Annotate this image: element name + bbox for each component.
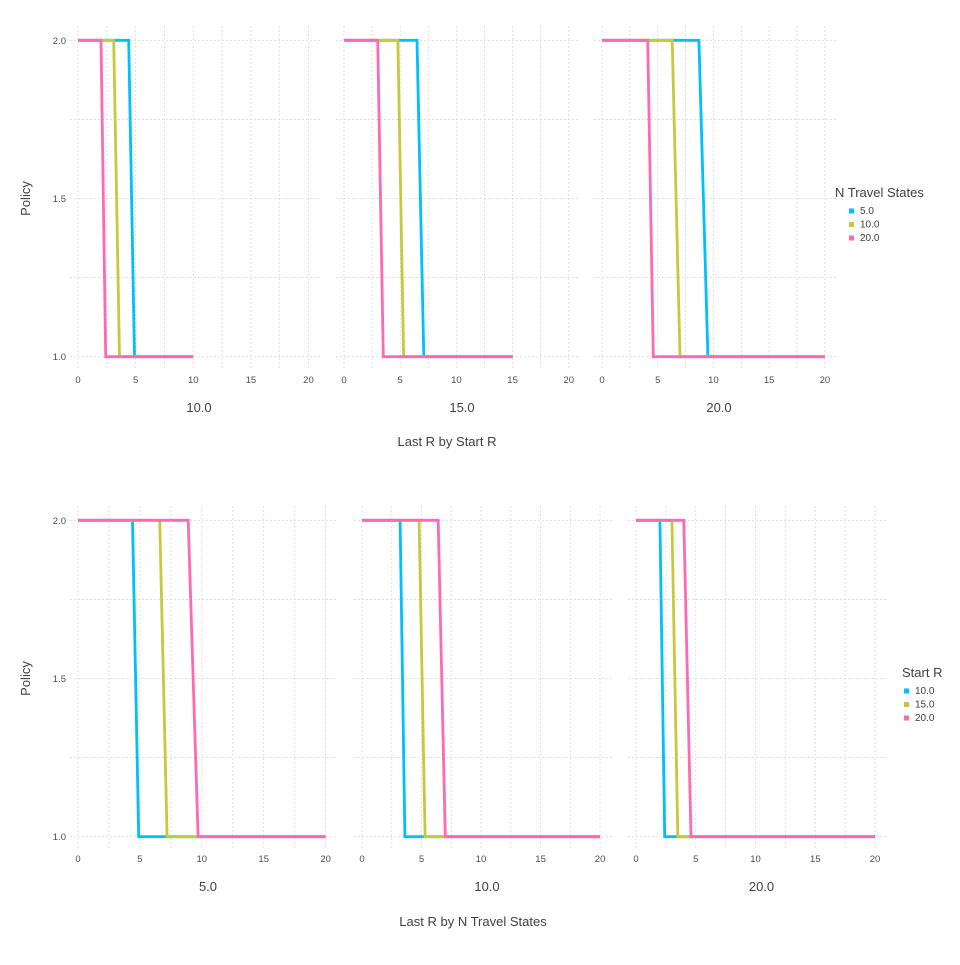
- facet-panel: 0 5 10 15 20 20.0: [628, 506, 887, 894]
- series-line-20-0: [344, 38, 513, 359]
- x-tick-label: 5: [419, 854, 424, 865]
- legend-label: 15.0: [915, 700, 935, 711]
- facet-panel: 0 5 10 15 20 20.0: [594, 26, 836, 415]
- legend-label: 20.0: [860, 233, 880, 244]
- facet-label: 10.0: [474, 879, 499, 894]
- facet-label: 20.0: [706, 400, 731, 415]
- x-tick-label: 0: [359, 854, 364, 865]
- x-tick-label: 5: [137, 854, 142, 865]
- grid: [628, 506, 887, 849]
- x-tick-label: 10: [750, 854, 761, 865]
- x-tick-label: 15: [246, 375, 257, 386]
- facet-panel: 0 5 10 15 20 10.0: [354, 506, 612, 894]
- series-line-20-0: [602, 38, 825, 359]
- x-tick-label: 20: [820, 375, 831, 386]
- y-axis-title: Policy: [18, 181, 33, 216]
- grid: [336, 26, 580, 369]
- y-tick-label: 2.0: [53, 516, 66, 527]
- facet-label: 15.0: [449, 400, 474, 415]
- y-axis-title: Policy: [18, 661, 33, 696]
- y-tick-label: 1.0: [53, 352, 66, 363]
- x-tick-label: 5: [398, 375, 403, 386]
- y-tick-label: 1.0: [53, 832, 66, 843]
- x-tick-label: 0: [599, 375, 604, 386]
- facet-label: 20.0: [749, 879, 774, 894]
- x-tick-label: 0: [341, 375, 346, 386]
- legend-swatch: [849, 208, 854, 214]
- x-tick-label: 10: [188, 375, 199, 386]
- x-tick-label: 5: [133, 375, 138, 386]
- x-tick-label: 0: [75, 375, 80, 386]
- legend-label: 20.0: [915, 713, 935, 724]
- legend-swatch: [904, 702, 909, 707]
- legend-label: 10.0: [860, 220, 880, 231]
- x-tick-label: 10: [476, 854, 487, 865]
- x-tick-label: 0: [633, 854, 638, 865]
- legend-label: 5.0: [860, 206, 874, 217]
- x-tick-label: 5: [655, 375, 660, 386]
- legend-title: Start R: [902, 665, 942, 680]
- y-tick-label: 1.5: [53, 674, 66, 685]
- legend-label: 10.0: [915, 686, 935, 697]
- grid: [70, 26, 320, 369]
- legend-swatch: [849, 222, 854, 227]
- x-tick-label: 10: [451, 375, 462, 386]
- series-line-20-0: [78, 38, 194, 359]
- facet-label: 10.0: [186, 400, 211, 415]
- legend: N Travel States 5.0 10.0 20.0: [835, 185, 924, 244]
- x-axis-title: Last R by N Travel States: [399, 914, 547, 929]
- legend-swatch: [904, 688, 909, 694]
- grid: [354, 506, 612, 849]
- x-tick-label: 20: [870, 854, 881, 865]
- legend: Start R 10.0 15.0 20.0: [902, 665, 942, 724]
- grid: [70, 506, 338, 849]
- facet-panel: 0 5 10 15 20 15.0: [336, 26, 580, 415]
- legend-title: N Travel States: [835, 185, 924, 200]
- x-tick-label: 15: [764, 375, 775, 386]
- y-tick-label: 2.0: [53, 36, 66, 47]
- x-tick-label: 10: [708, 375, 719, 386]
- x-tick-label: 20: [303, 375, 314, 386]
- facet-label: 5.0: [199, 879, 217, 894]
- x-tick-label: 15: [810, 854, 821, 865]
- x-tick-label: 15: [535, 854, 546, 865]
- facet-panel: 0 5 10 15 20 1.0 1.5 2.0 10.0: [53, 26, 320, 415]
- chart-row-2: 0 5 10 15 20 1.0 1.5 2.0 5.0 0 5 10 15 20 10.0 0 5 10 15 20…: [18, 506, 942, 929]
- series-line-20-0: [362, 518, 601, 839]
- series-line-20-0: [78, 518, 326, 839]
- series-line-20-0: [636, 518, 875, 839]
- chart-row-1: 0 5 10 15 20 1.0 1.5 2.0 10.0 0 5 10 15 20 15.0 0 5 10 15 2…: [18, 26, 924, 449]
- x-tick-label: 5: [693, 854, 698, 865]
- x-tick-label: 15: [258, 854, 269, 865]
- legend-swatch: [904, 715, 909, 721]
- x-tick-label: 20: [563, 375, 574, 386]
- y-tick-label: 1.5: [53, 194, 66, 205]
- legend-swatch: [849, 235, 854, 241]
- grid: [594, 26, 836, 369]
- x-tick-label: 20: [595, 854, 606, 865]
- x-tick-label: 10: [197, 854, 208, 865]
- facet-panel: 0 5 10 15 20 1.0 1.5 2.0 5.0: [53, 506, 338, 894]
- x-tick-label: 15: [507, 375, 518, 386]
- x-axis-title: Last R by Start R: [398, 434, 497, 449]
- x-tick-label: 20: [320, 854, 331, 865]
- x-tick-label: 0: [75, 854, 80, 865]
